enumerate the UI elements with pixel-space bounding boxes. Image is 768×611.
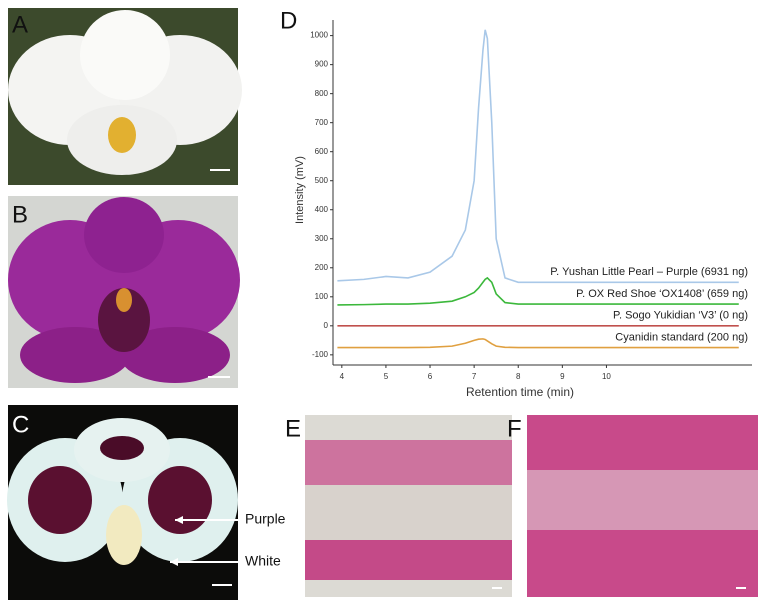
y-tick-label: 100 — [315, 292, 329, 301]
series-label: P. Yushan Little Pearl – Purple (6931 ng… — [550, 266, 748, 278]
x-tick-label: 10 — [602, 372, 611, 381]
y-tick-label: 600 — [315, 147, 329, 156]
petal — [80, 10, 170, 100]
series-label: P. OX Red Shoe ‘OX1408’ (659 ng) — [576, 288, 748, 300]
purple-spot — [28, 466, 92, 534]
petal — [120, 327, 230, 383]
y-tick-label: 0 — [324, 321, 329, 330]
tissue-layer — [527, 470, 758, 530]
x-tick-label: 6 — [428, 372, 433, 381]
y-tick-label: 700 — [315, 118, 329, 127]
plot: -100 0 100 200 300 400 500 600 700 800 900 1000 4 5 6 7… — [310, 29, 748, 381]
tissue-layer — [305, 540, 512, 580]
column — [116, 288, 132, 312]
tissue-layer — [305, 485, 512, 540]
y-tick-label: 400 — [315, 205, 329, 214]
y-tick-label: 900 — [315, 60, 329, 69]
lip — [106, 505, 142, 565]
y-tick-label: 200 — [315, 263, 329, 272]
y-tick-label: 1000 — [310, 31, 328, 40]
lip — [108, 117, 136, 153]
trace — [337, 276, 739, 306]
panel-label: F — [507, 415, 522, 442]
x-tick-label: 5 — [384, 372, 389, 381]
y-tick-label: -100 — [312, 350, 329, 359]
series-label: P. Sogo Yukidian ‘V3’ (0 ng) — [613, 310, 748, 322]
panel-label: C — [12, 411, 29, 438]
panel-label: E — [285, 415, 301, 442]
trace — [337, 29, 739, 284]
arrowhead — [175, 516, 183, 524]
tissue-layer — [305, 440, 512, 485]
panel-label: A — [12, 11, 28, 38]
panel-label: B — [12, 201, 28, 228]
lip — [98, 288, 150, 352]
arrowhead — [170, 558, 178, 566]
purple-spot — [148, 466, 212, 534]
y-tick-label: 800 — [315, 89, 329, 98]
annotation: White — [245, 553, 281, 569]
x-tick-label: 4 — [340, 372, 345, 381]
x-tick-label: 7 — [472, 372, 477, 381]
trace — [337, 338, 739, 349]
panel-label: D — [280, 7, 297, 34]
x-axis-label: Retention time (min) — [466, 385, 574, 399]
x-tick-label: 9 — [560, 372, 565, 381]
y-axis-label: Intensity (mV) — [294, 156, 306, 224]
petal — [84, 197, 164, 273]
annotation: Purple — [245, 511, 286, 527]
x-tick-label: 8 — [516, 372, 521, 381]
purple-spot — [100, 436, 144, 460]
y-tick-label: 500 — [315, 176, 329, 185]
y-tick-label: 300 — [315, 234, 329, 243]
series-label: Cyanidin standard (200 ng) — [615, 331, 748, 343]
petal — [20, 327, 130, 383]
